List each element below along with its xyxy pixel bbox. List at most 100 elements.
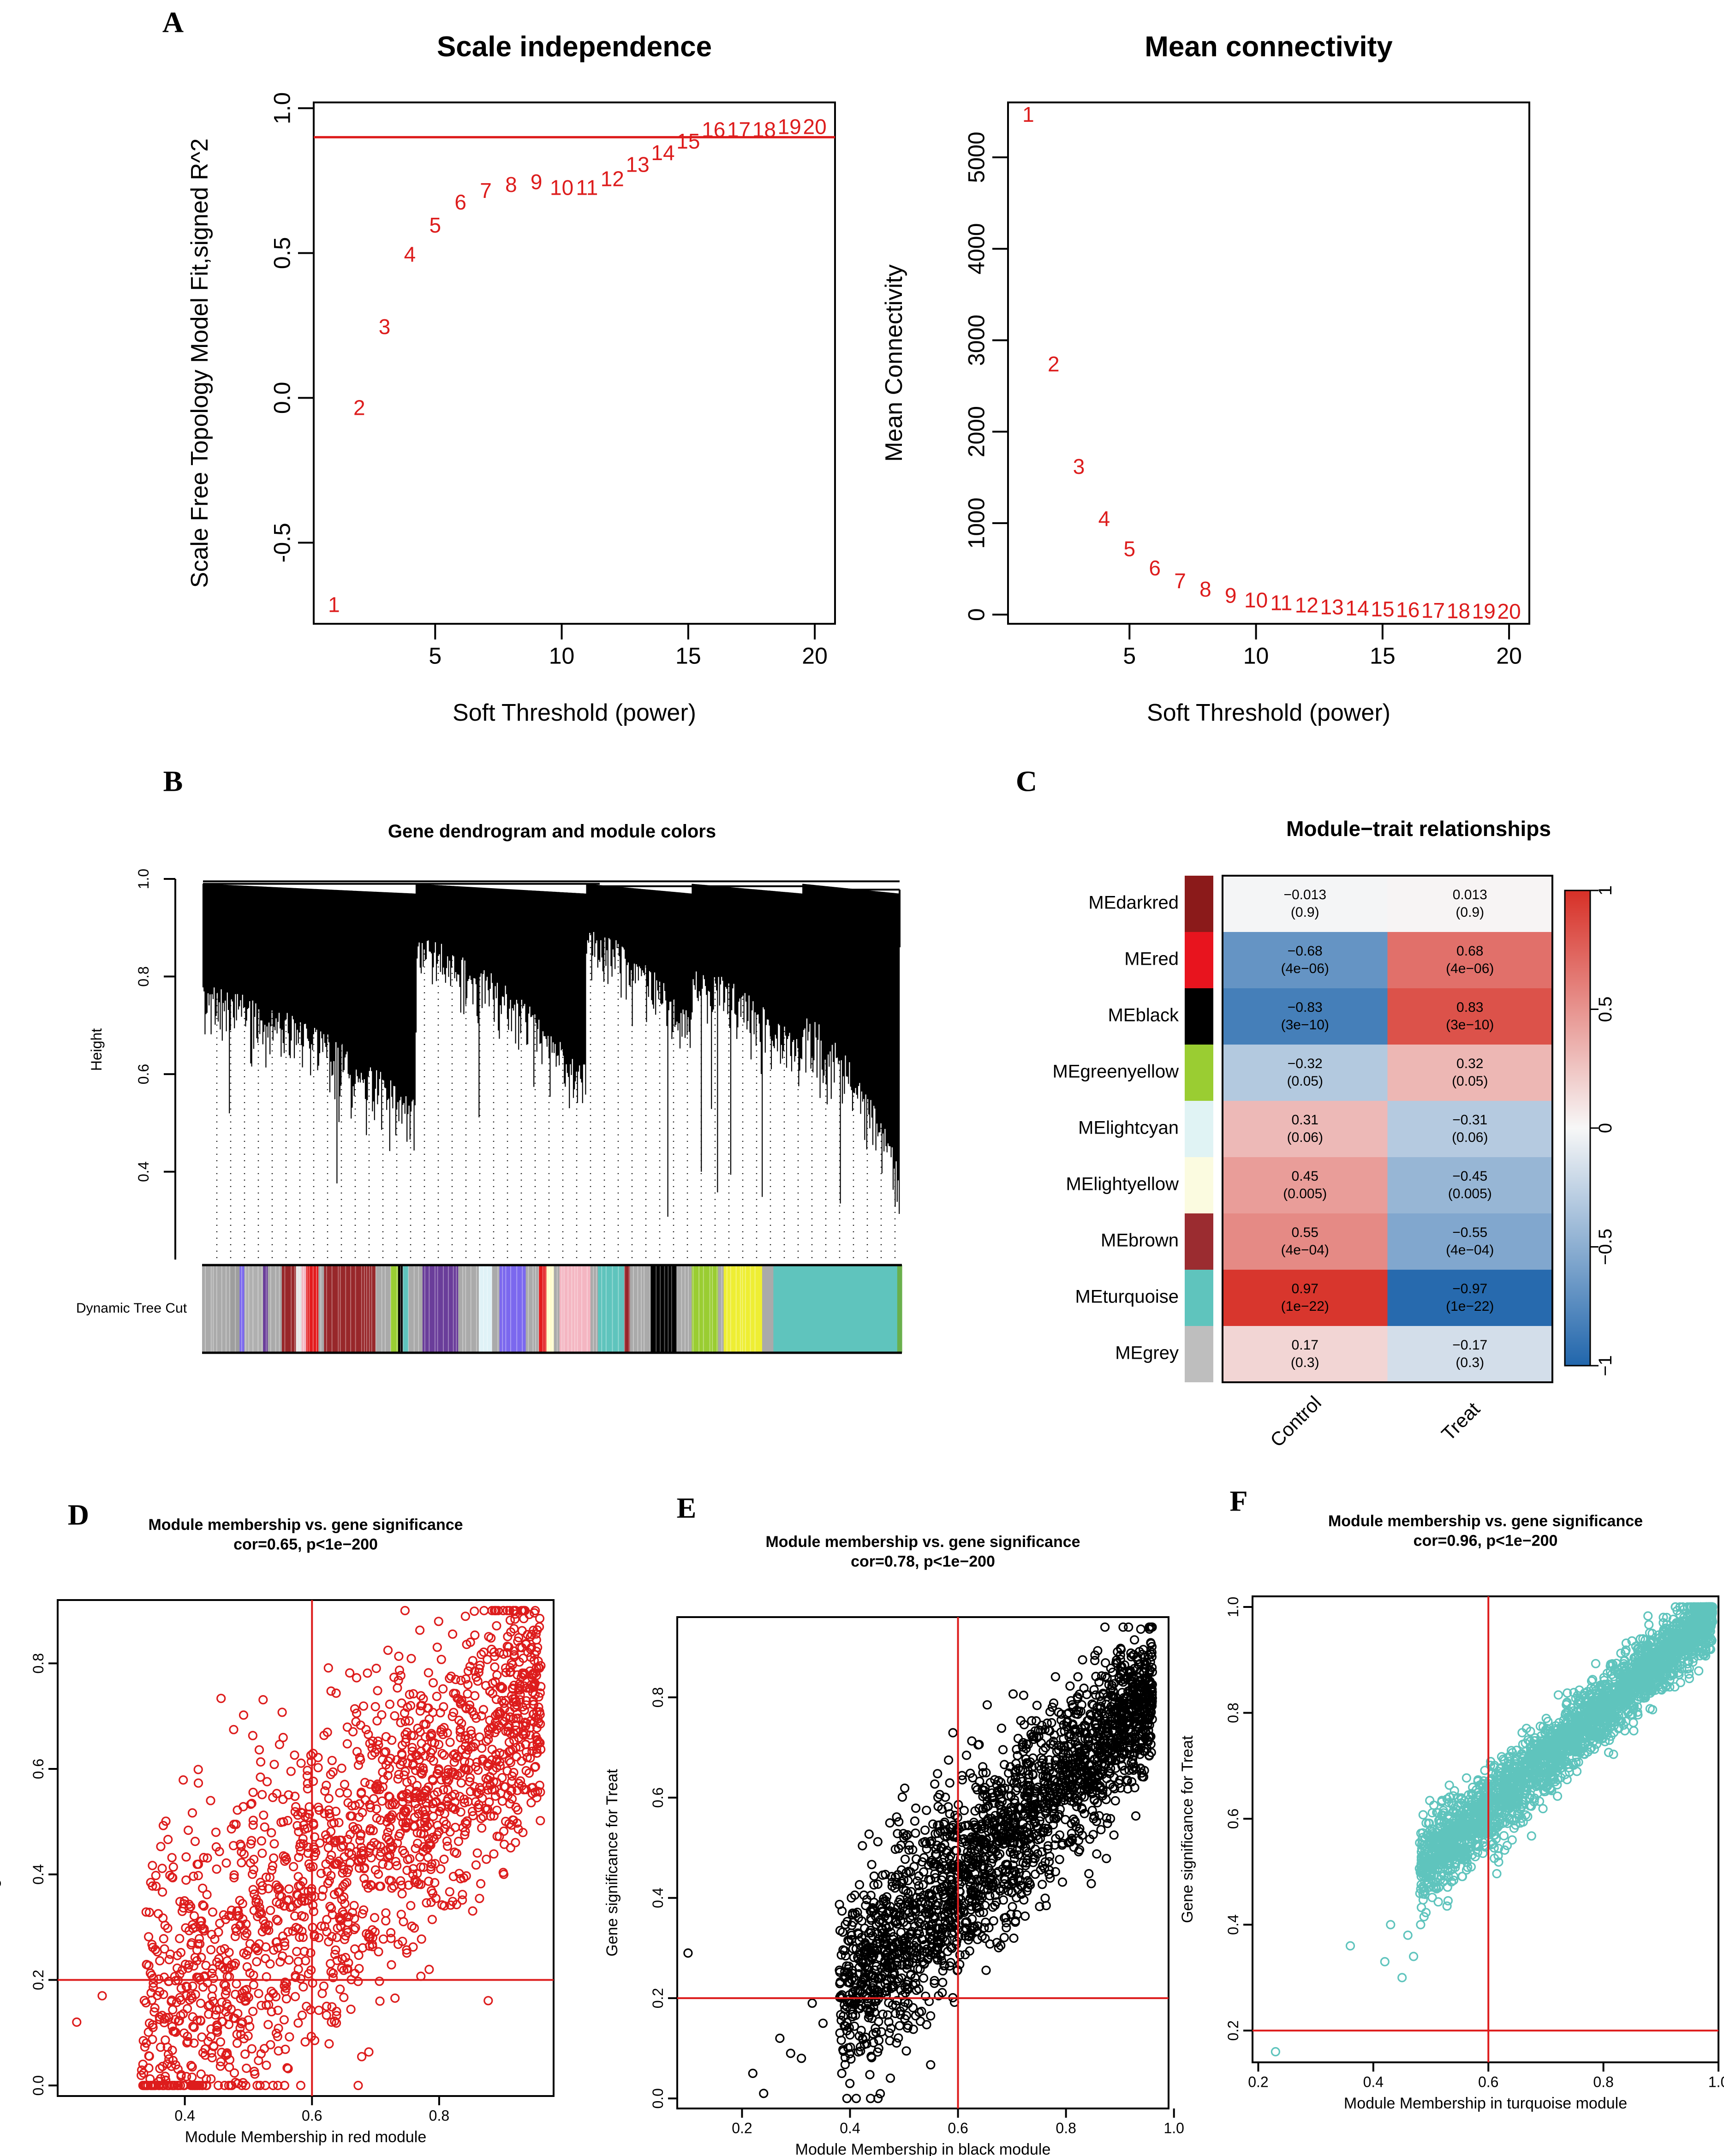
legend-tick-label: −0.5: [1595, 1229, 1616, 1265]
module-name: MEred: [1124, 949, 1179, 969]
scatter-points: [683, 1622, 1157, 2103]
power-label: 3: [1073, 454, 1085, 478]
power-label: 14: [1345, 596, 1369, 620]
module-color-segment: [478, 1265, 492, 1353]
p-value: (0.05): [1287, 1074, 1323, 1089]
power-label: 7: [480, 179, 492, 203]
y-tick-label: 0.8: [30, 1653, 47, 1673]
correlation-value: 0.013: [1453, 887, 1487, 902]
chart-title: Scale independence: [437, 31, 712, 63]
heatmap-cell: [1387, 988, 1552, 1045]
x-tick-label: 5: [429, 643, 441, 669]
x-tick-label: 10: [1243, 643, 1269, 669]
y-tick-label: 0.6: [135, 1064, 152, 1084]
power-label: 17: [727, 118, 751, 142]
heatmap-cell: [1387, 1101, 1552, 1157]
power-label: 19: [1472, 599, 1496, 623]
power-label: 19: [778, 115, 801, 139]
x-axis-label: Soft Threshold (power): [453, 699, 696, 726]
x-tick-label: 0.6: [948, 2120, 968, 2137]
power-label: 1: [328, 592, 340, 616]
module-color-segment: [773, 1265, 898, 1353]
p-value: (1e−22): [1446, 1299, 1494, 1314]
panel-letter-e: E: [677, 1492, 697, 1524]
correlation-value: 0.97: [1292, 1281, 1318, 1296]
module-name: MEturquoise: [1075, 1287, 1179, 1307]
heatmap-cell: [1223, 932, 1388, 988]
x-axis-label: Module Membership in red module: [185, 2128, 426, 2146]
power-label: 20: [803, 115, 827, 139]
chart-title: Module membership vs. gene significance: [1328, 1512, 1643, 1530]
module-color-swatch: [1185, 1101, 1213, 1157]
heatmap-cell: [1387, 876, 1552, 932]
x-tick-label: 1.0: [1163, 2120, 1184, 2137]
x-tick-label: 0.8: [1593, 2074, 1613, 2090]
y-tick-label: 0.2: [650, 1988, 666, 2008]
y-tick-label: 0.8: [1225, 1702, 1241, 1723]
module-color-swatch: [1185, 988, 1213, 1045]
module-color-segment: [376, 1265, 391, 1353]
x-axis-label: Module Membership in black module: [795, 2141, 1051, 2156]
heatmap-cell: [1387, 1270, 1552, 1326]
correlation-value: 0.32: [1456, 1056, 1483, 1071]
module-color-swatch: [1185, 932, 1213, 988]
power-label: 3: [379, 315, 391, 339]
y-axis-label: Height: [88, 1028, 105, 1071]
x-tick-label: 0.4: [840, 2120, 860, 2137]
correlation-value: 0.17: [1292, 1338, 1318, 1353]
heatmap-cell: [1223, 1157, 1388, 1213]
y-tick-label: 1.0: [1225, 1597, 1241, 1617]
heatmap-cell: [1223, 1326, 1388, 1382]
heatmap-cell: [1387, 1157, 1552, 1213]
y-tick-label: 0.8: [135, 966, 152, 986]
y-tick-label: 0.4: [135, 1161, 152, 1182]
p-value: (0.3): [1291, 1355, 1319, 1370]
module-name: MEgreenyellow: [1053, 1062, 1179, 1082]
y-tick-label: 0.8: [650, 1687, 666, 1708]
module-color-segment: [539, 1265, 547, 1353]
module-color-segment: [306, 1265, 319, 1353]
power-label: 10: [1244, 588, 1268, 612]
module-color-segment: [408, 1265, 423, 1353]
legend-tick-label: −1: [1595, 1355, 1616, 1376]
module-color-swatch: [1185, 1326, 1213, 1382]
power-label: 16: [702, 118, 725, 142]
x-tick-label: 0.6: [1478, 2074, 1498, 2090]
x-tick-label: 1.0: [1708, 2074, 1724, 2090]
y-axis-label: Gene significance for Treat: [0, 1754, 1, 1942]
y-axis-label: Gene significance for Treat: [1179, 1735, 1196, 1923]
correlation-value: 0.31: [1292, 1112, 1318, 1128]
module-color-segment: [296, 1265, 302, 1353]
module-name: MElightyellow: [1066, 1174, 1179, 1194]
module-color-segment: [301, 1265, 307, 1353]
y-tick-label: 2000: [964, 406, 990, 457]
power-label: 16: [1396, 598, 1420, 622]
power-label: 2: [353, 396, 365, 420]
module-color-swatch: [1185, 1270, 1213, 1326]
module-color-segment: [762, 1265, 774, 1353]
module-color-segment: [590, 1265, 598, 1353]
p-value: (4e−06): [1446, 961, 1494, 976]
y-tick-label: 5000: [964, 131, 990, 183]
heatmap-cell: [1387, 1045, 1552, 1101]
correlation-value: −0.55: [1452, 1225, 1487, 1240]
power-label: 5: [1124, 537, 1136, 561]
y-tick-label: 0: [964, 608, 990, 621]
gene-points: [1271, 1602, 1718, 2057]
legend-tick-label: 0: [1595, 1123, 1616, 1133]
module-color-segment: [718, 1265, 724, 1353]
y-tick-label: 0.0: [650, 2088, 666, 2108]
y-tick-label: 0.6: [30, 1759, 47, 1779]
module-trait-heatmap: Module−trait relationships MEdarkred −0.01…: [1053, 817, 1616, 1451]
correlation-value: −0.68: [1288, 944, 1323, 959]
chart-title: Mean connectivity: [1145, 31, 1393, 63]
x-tick-label: 5: [1123, 643, 1136, 669]
module-name: MElightcyan: [1078, 1118, 1179, 1138]
power-label: 1: [1022, 102, 1034, 126]
power-label: 18: [1447, 599, 1470, 623]
y-tick-label: 4000: [964, 223, 990, 275]
x-tick-label: 0.6: [302, 2108, 322, 2124]
module-color-segment: [554, 1265, 560, 1353]
module-color-segment: [390, 1265, 399, 1353]
